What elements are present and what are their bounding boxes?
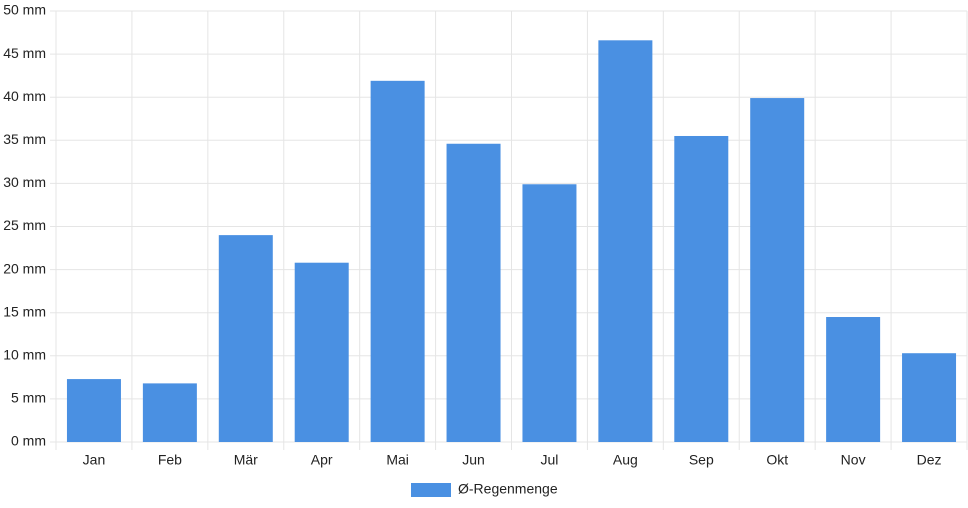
y-tick-label: 35 mm: [3, 131, 46, 147]
bar: [598, 40, 653, 443]
bar: [674, 135, 729, 443]
x-tick-label: Mär: [234, 452, 258, 468]
y-tick-label: 5 mm: [11, 390, 46, 406]
y-tick-label: 20 mm: [3, 260, 46, 276]
x-tick-label: Jul: [541, 452, 559, 468]
x-tick-label: Okt: [766, 452, 788, 468]
x-tick-label: Apr: [311, 452, 333, 468]
x-tick-label: Mai: [386, 452, 409, 468]
legend-swatch: [411, 483, 451, 497]
y-tick-label: 30 mm: [3, 174, 46, 190]
bar: [522, 184, 577, 442]
y-tick-label: 40 mm: [3, 88, 46, 104]
y-tick-label: 10 mm: [3, 347, 46, 363]
x-tick-label: Dez: [917, 452, 942, 468]
bar: [142, 383, 197, 442]
x-tick-label: Aug: [613, 452, 638, 468]
y-tick-label: 25 mm: [3, 217, 46, 233]
bar: [902, 353, 957, 442]
y-tick-label: 45 mm: [3, 45, 46, 61]
y-tick-label: 0 mm: [11, 433, 46, 449]
bar: [218, 235, 273, 442]
bar: [750, 98, 805, 442]
x-tick-label: Nov: [841, 452, 866, 468]
bar: [826, 317, 881, 442]
legend-label: Ø-Regenmenge: [458, 481, 558, 497]
x-tick-label: Sep: [689, 452, 714, 468]
bar: [66, 379, 121, 442]
y-tick-label: 50 mm: [3, 2, 46, 18]
x-tick-label: Jan: [83, 452, 106, 468]
bar: [370, 80, 425, 443]
bar: [446, 143, 501, 443]
y-tick-label: 15 mm: [3, 303, 46, 319]
bar: [294, 262, 349, 442]
x-tick-label: Jun: [462, 452, 485, 468]
x-tick-label: Feb: [158, 452, 182, 468]
